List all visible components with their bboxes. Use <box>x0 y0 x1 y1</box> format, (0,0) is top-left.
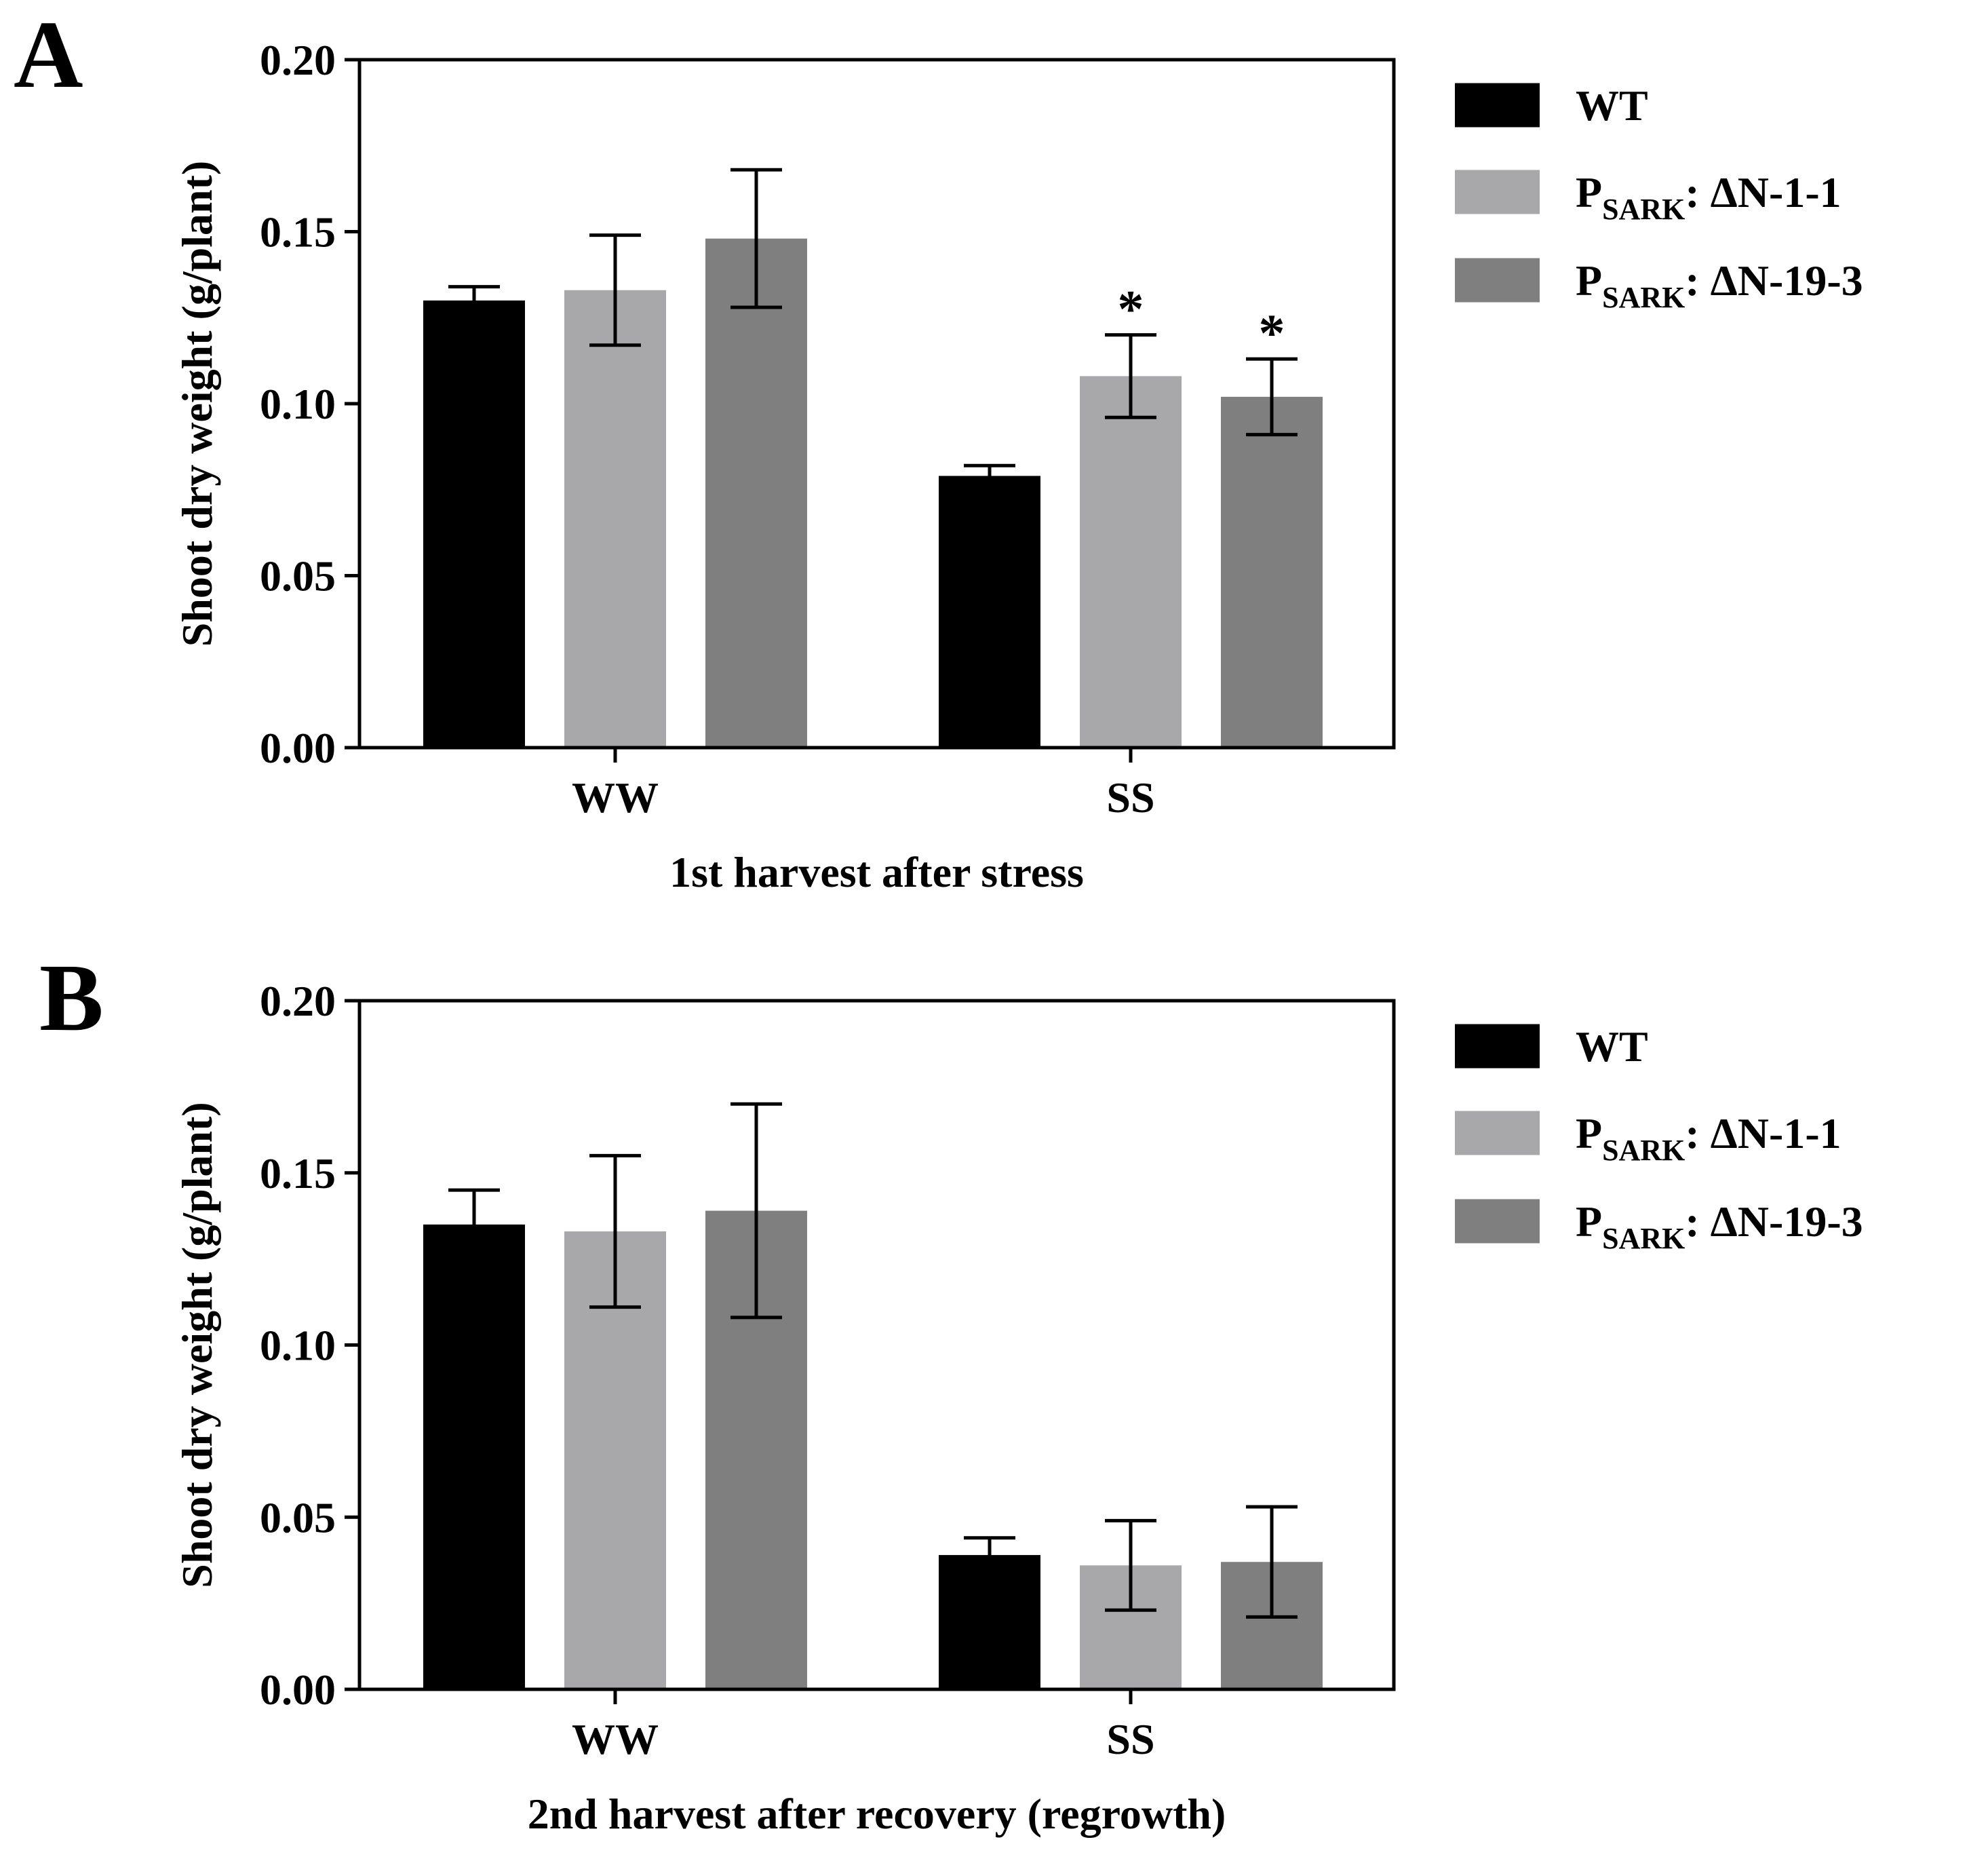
bar-ww-series-3 <box>705 238 807 748</box>
legend-label: WT <box>1576 81 1648 130</box>
bar-ww-series-1 <box>423 300 525 748</box>
error-bar <box>1246 1505 1298 1619</box>
legend-label-rest: : ΔN-19-3 <box>1685 256 1863 305</box>
legend-label-rest: : ΔN-1-1 <box>1685 1109 1841 1157</box>
legend-label: WT <box>1576 1022 1648 1071</box>
legend-label: PSARK: ΔN-1-1 <box>1576 168 1841 226</box>
error-bar <box>964 463 1015 488</box>
significance-asterisk: * <box>1259 303 1285 362</box>
legend-swatch <box>1455 170 1540 214</box>
x-category-label: SS <box>1106 773 1154 822</box>
y-tick-label: 0.10 <box>260 1322 336 1370</box>
x-axis-title: 1st harvest after stress <box>669 848 1084 896</box>
legend-label-main: WT <box>1576 1022 1648 1071</box>
y-axis-title: Shoot dry weight (g/plant) <box>173 161 221 647</box>
significance-asterisk: * <box>1118 280 1144 339</box>
legend-label-main: P <box>1576 168 1602 216</box>
error-bar <box>1246 357 1298 437</box>
panel-letter: B <box>39 944 104 1051</box>
y-tick-label: 0.20 <box>260 36 336 84</box>
x-category-label: WW <box>572 1715 659 1763</box>
y-tick-label: 0.00 <box>260 1666 336 1714</box>
legend-label-main: P <box>1576 1197 1602 1246</box>
legend-label-rest: : ΔN-19-3 <box>1685 1197 1863 1246</box>
legend-swatch <box>1455 1111 1540 1155</box>
legend-label: PSARK: ΔN-1-1 <box>1576 1109 1841 1167</box>
error-bar <box>1105 1518 1156 1612</box>
legend-swatch <box>1455 83 1540 128</box>
chart-panel-b: B 0.00 0.05 0.10 0.15 0.20 WW SS 2nd harvest aft… <box>39 944 1863 1838</box>
y-tick-label: 0.00 <box>260 724 336 772</box>
legend-label-subscript: SARK <box>1602 1134 1685 1167</box>
y-tick-label: 0.15 <box>260 1149 336 1197</box>
error-bar <box>589 233 641 347</box>
plot-frame <box>357 999 1396 1691</box>
y-tick-label: 0.20 <box>260 977 336 1025</box>
legend-label: PSARK: ΔN-19-3 <box>1576 256 1863 314</box>
legend-label-subscript: SARK <box>1602 281 1685 314</box>
bar-ww-series-1 <box>423 1224 525 1689</box>
legend-label-main: P <box>1576 256 1602 305</box>
legend-label-rest: : ΔN-1-1 <box>1685 168 1841 216</box>
error-bar <box>964 1536 1015 1574</box>
error-bar <box>730 168 782 309</box>
y-tick-label: 0.15 <box>260 208 336 256</box>
x-axis-title: 2nd harvest after recovery (regrowth) <box>528 1790 1226 1838</box>
bar-ss-series-1 <box>939 476 1040 748</box>
bar-ss-series-2 <box>1080 376 1182 748</box>
error-bar <box>730 1102 782 1320</box>
legend-label-subscript: SARK <box>1602 1222 1685 1255</box>
error-bar <box>448 1188 500 1261</box>
error-bar <box>1105 333 1156 419</box>
y-tick-label: 0.05 <box>260 1493 336 1541</box>
legend-swatch <box>1455 1199 1540 1244</box>
legend-label-subscript: SARK <box>1602 193 1685 226</box>
y-tick-label: 0.10 <box>260 380 336 428</box>
bar-ss-series-3 <box>1221 396 1323 748</box>
legend-swatch <box>1455 258 1540 303</box>
legend-swatch <box>1455 1024 1540 1069</box>
x-category-label: SS <box>1106 1715 1154 1763</box>
x-category-label: WW <box>572 773 659 822</box>
plot-frame <box>357 58 1396 750</box>
error-bar <box>448 285 500 316</box>
legend-label-main: P <box>1576 1109 1602 1157</box>
y-tick-label: 0.05 <box>260 552 336 600</box>
bar-ww-series-2 <box>564 290 666 748</box>
chart-panel-a: A 0.00 0.05 0.10 0.15 0.20 * * WW SS 1st harvest a… <box>14 1 1863 896</box>
error-bar <box>589 1153 641 1309</box>
panel-letter: A <box>14 1 83 108</box>
bar-ss-series-1 <box>939 1555 1040 1689</box>
y-axis-title: Shoot dry weight (g/plant) <box>173 1102 221 1588</box>
legend-label: PSARK: ΔN-19-3 <box>1576 1197 1863 1255</box>
legend-label-main: WT <box>1576 81 1648 130</box>
